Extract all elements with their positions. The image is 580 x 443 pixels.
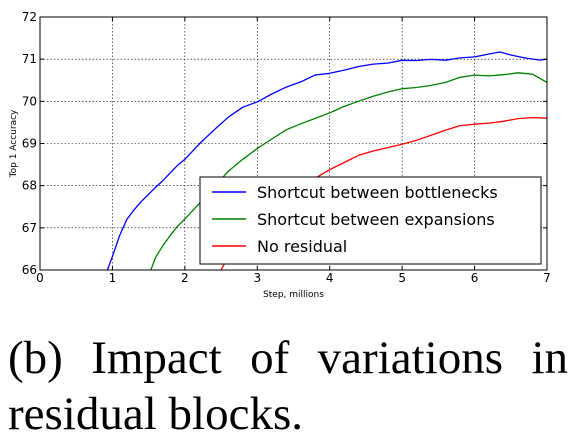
chart: 0 1 2 3 4 5 6 7 66 67 68 69 70 71 72 Step, millions To… — [9, 10, 551, 300]
y-tick-label: 68 — [22, 179, 37, 193]
x-tick-label: 1 — [109, 271, 117, 285]
y-tick-label: 71 — [22, 52, 37, 66]
x-tick-label: 2 — [181, 271, 189, 285]
x-tick-label: 7 — [543, 271, 551, 285]
x-tick-label: 3 — [253, 271, 261, 285]
y-tick-label: 66 — [22, 263, 37, 277]
y-tick-label: 72 — [22, 10, 37, 24]
legend-label-2: Shortcut between expansions — [257, 210, 495, 229]
figure-caption: (b) Impact of variations in residual blo… — [8, 332, 568, 441]
y-tick-label: 67 — [22, 221, 37, 235]
legend-label-3: No residual — [257, 237, 347, 256]
legend-box — [199, 176, 542, 265]
legend-label-1: Shortcut between bottlenecks — [257, 183, 498, 202]
x-tick-label: 4 — [326, 271, 334, 285]
series-line-1 — [106, 51, 547, 270]
x-tick-label: 0 — [36, 271, 44, 285]
x-tick-label: 5 — [398, 271, 406, 285]
y-axis-label: Top 1 Accuracy — [9, 109, 19, 178]
y-tick-label: 70 — [22, 94, 37, 108]
x-tick-label: 6 — [471, 271, 479, 285]
legend: Shortcut between bottlenecks Shortcut bet… — [199, 176, 542, 265]
series-line-2 — [150, 72, 547, 270]
y-tick-label: 69 — [22, 137, 37, 151]
x-axis-label: Step, millions — [263, 290, 324, 300]
